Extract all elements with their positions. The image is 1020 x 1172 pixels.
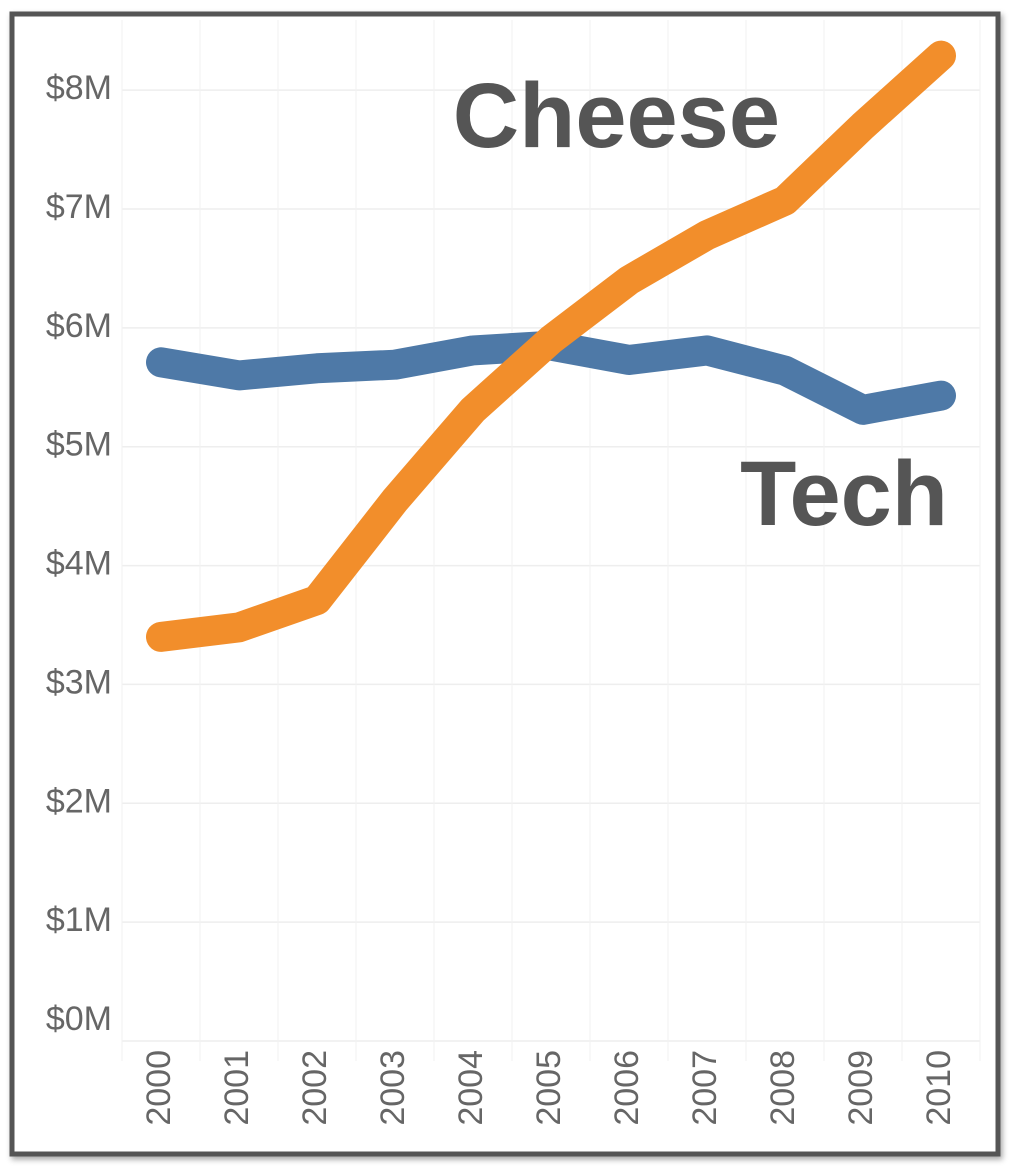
x-tick-label: 2004 <box>452 1050 490 1126</box>
x-tick-label: 2002 <box>296 1050 334 1126</box>
y-tick-label: $7M <box>46 188 112 226</box>
series-line <box>146 40 956 652</box>
x-tick-label: 2001 <box>218 1050 256 1126</box>
x-tick-label: 2005 <box>530 1050 568 1126</box>
x-tick-label: 2010 <box>920 1050 958 1126</box>
x-tick-label: 2006 <box>608 1050 646 1126</box>
series-label: Cheese <box>453 65 780 167</box>
y-tick-label: $1M <box>46 901 112 939</box>
y-tick-label: $4M <box>46 545 112 583</box>
y-tick-label: $3M <box>46 663 112 701</box>
x-tick-label: 2000 <box>140 1050 178 1126</box>
frame <box>9 11 1001 1157</box>
x-tick-label: 2003 <box>374 1050 412 1126</box>
x-tick-label: 2009 <box>842 1050 880 1126</box>
y-tick-label: $6M <box>46 307 112 345</box>
y-tick-label: $8M <box>46 69 112 107</box>
y-tick-label: $2M <box>46 782 112 820</box>
x-tick-label: 2008 <box>764 1050 802 1126</box>
series-label: Tech <box>740 443 948 545</box>
y-tick-label: $0M <box>46 1000 112 1038</box>
y-tick-label: $5M <box>46 426 112 464</box>
x-tick-label: 2007 <box>686 1050 724 1126</box>
